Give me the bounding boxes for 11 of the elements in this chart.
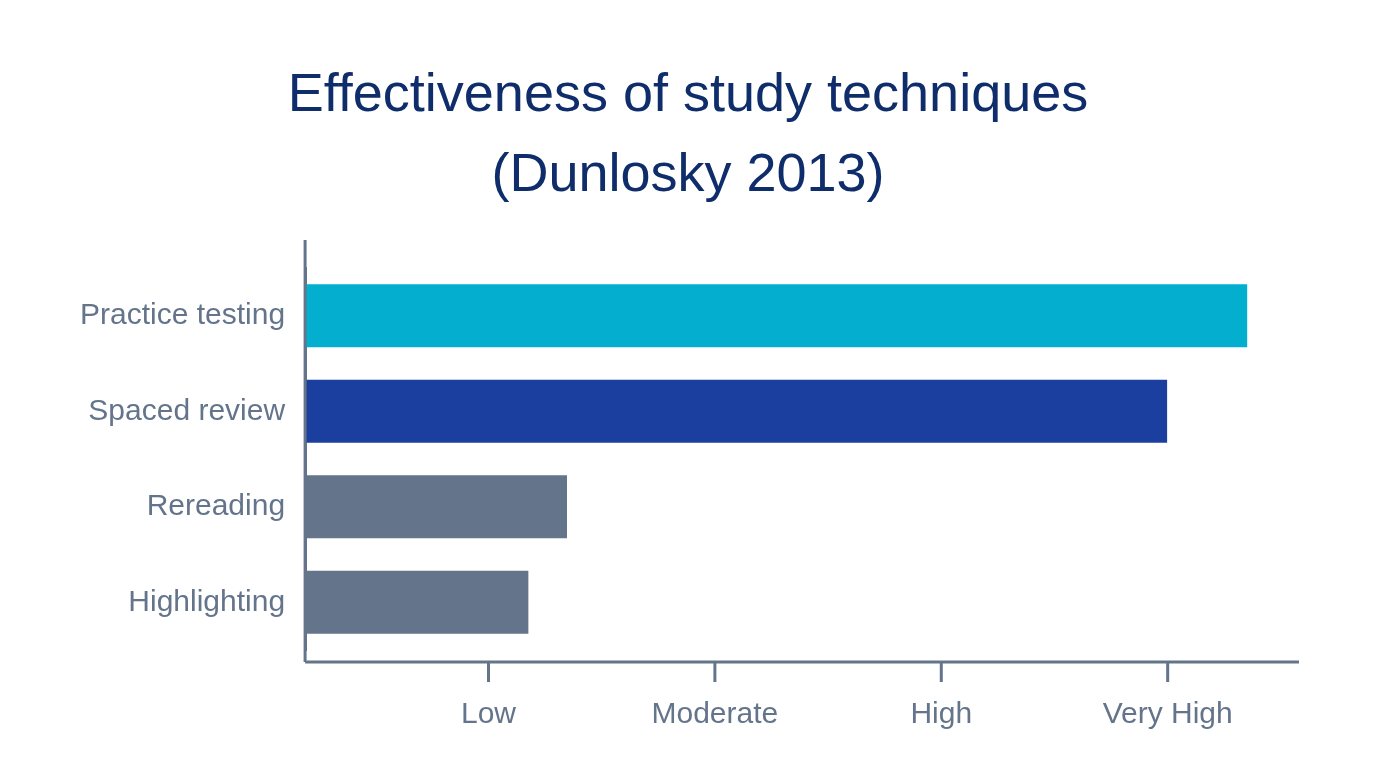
text: High [910, 696, 973, 730]
text: Low [460, 696, 517, 730]
y-tick-label: Practice testing [80, 297, 286, 331]
y-tick-label: Spaced review [88, 392, 286, 426]
y-tick-label: Rereading [146, 488, 286, 522]
bar [305, 379, 1168, 443]
text: Moderate [651, 696, 779, 730]
y-tick-label: Highlighting [128, 583, 286, 617]
bar [305, 284, 1248, 348]
text: Very High [1102, 696, 1233, 730]
chart-title: Effectiveness of study techniques (Dunlosky 2013) [286, 61, 1090, 204]
